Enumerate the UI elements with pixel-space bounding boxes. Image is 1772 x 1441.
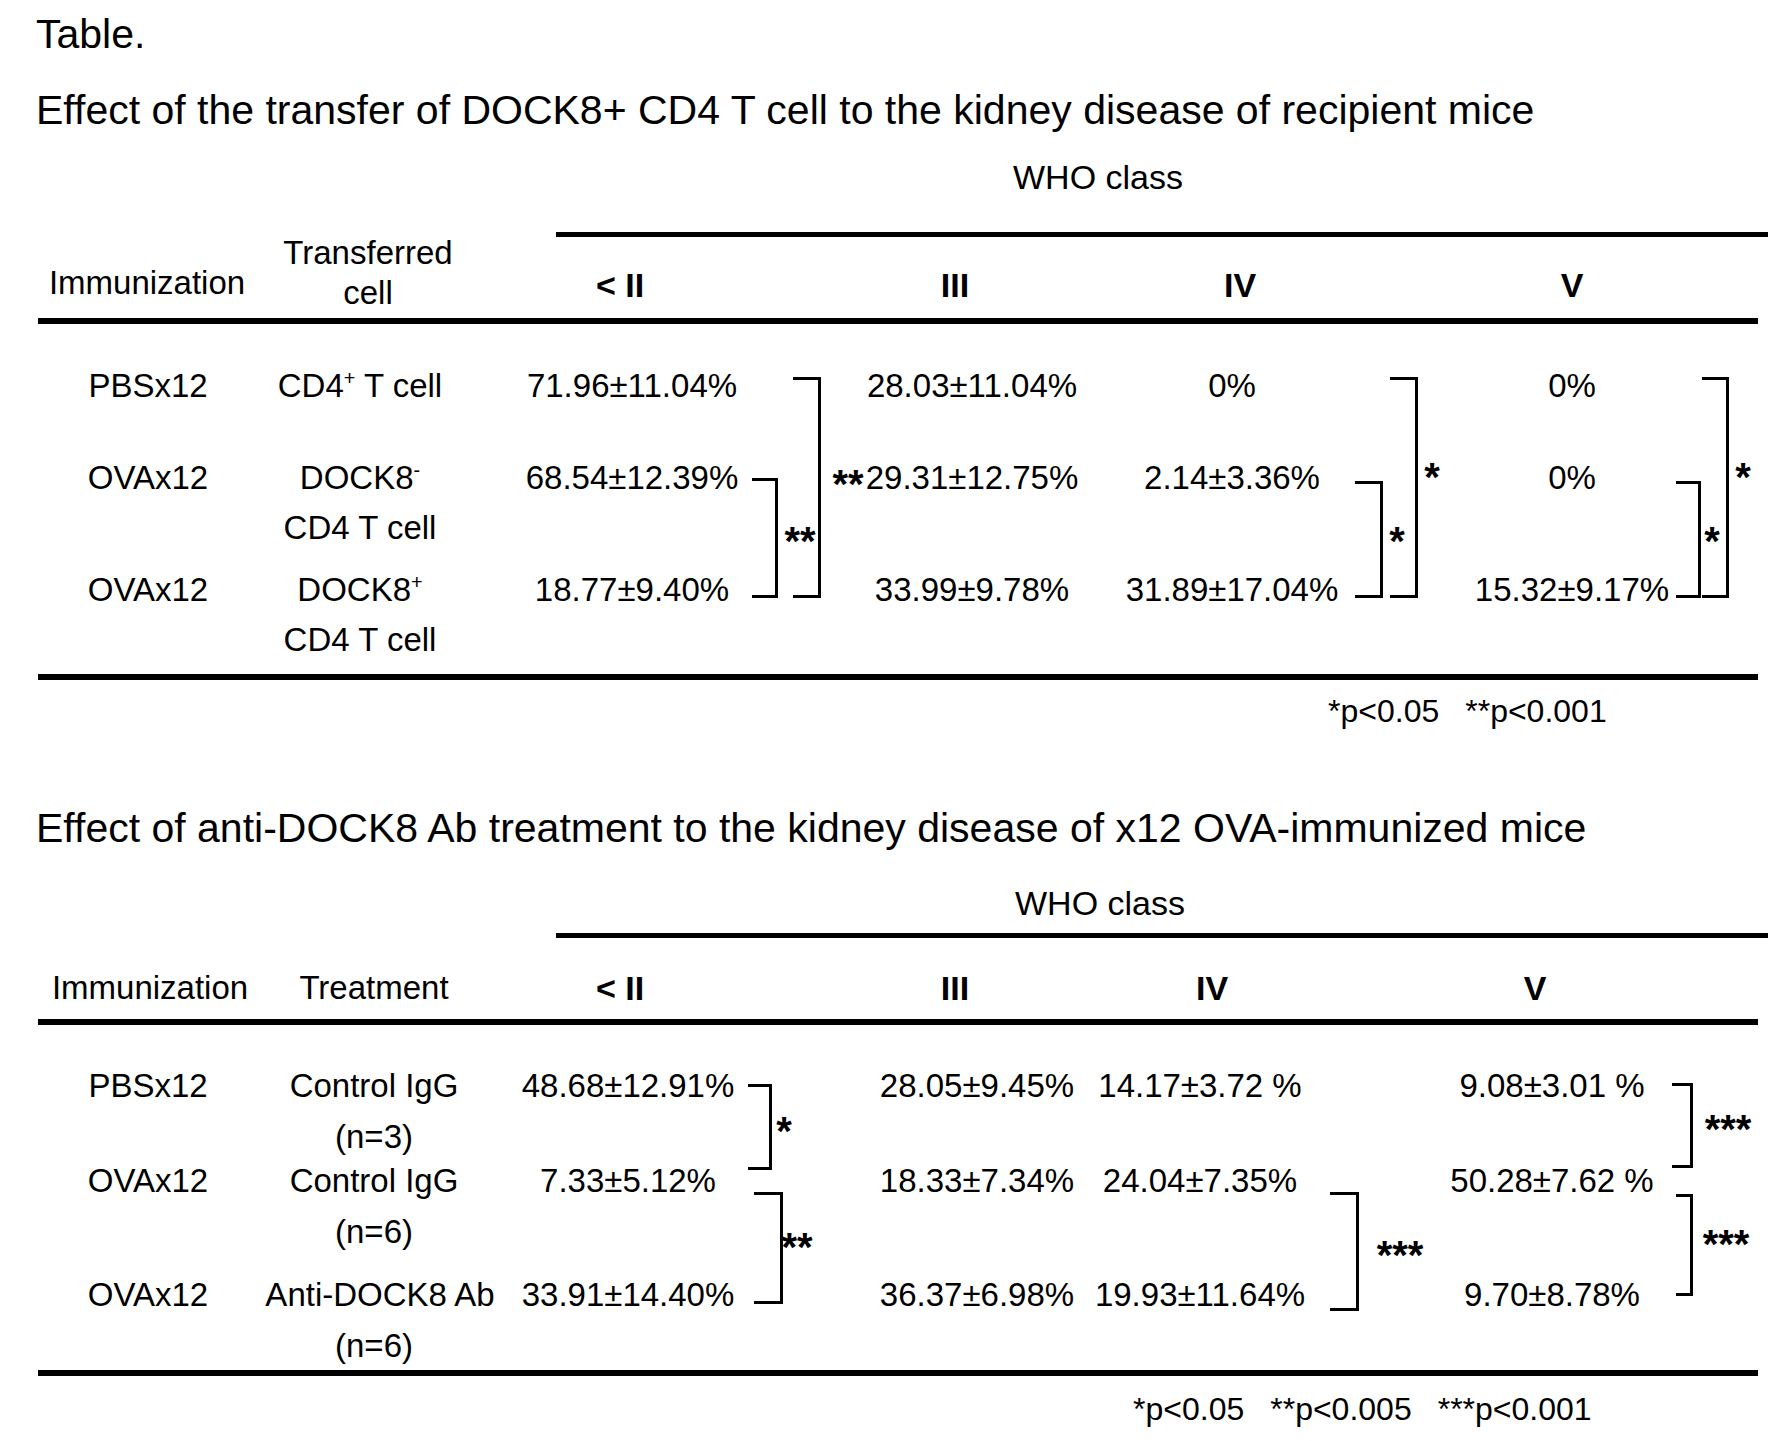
table1-who-span-rule — [556, 232, 1768, 237]
cell-value: 0% — [1208, 366, 1256, 406]
row-label-treatment-n: (n=3) — [335, 1117, 413, 1157]
column-header-class-iv: IV — [1224, 265, 1256, 306]
table2-title: Effect of anti-DOCK8 Ab treatment to the… — [36, 804, 1586, 853]
cell-value: 48.68±12.91% — [522, 1066, 735, 1106]
significance-bracket — [1355, 481, 1383, 598]
cell-value: 71.96±11.04% — [527, 366, 737, 406]
cell-value: 18.33±7.34% — [880, 1161, 1074, 1201]
significance-label: ** — [832, 464, 863, 504]
page-label: Table. — [36, 10, 145, 59]
figure-canvas: Table. Effect of the transfer of DOCK8+ … — [0, 0, 1772, 1441]
table2-bottom-rule — [38, 1370, 1758, 1376]
significance-label: *** — [1703, 1224, 1750, 1264]
column-header-class-iii: III — [941, 265, 969, 306]
column-header-transferred-cell-line1: Transferred — [283, 233, 452, 273]
row-label-treatment: Control IgG — [290, 1066, 459, 1106]
cell-value: 36.37±6.98% — [880, 1275, 1074, 1315]
column-header-treatment: Treatment — [299, 968, 448, 1008]
footnote-part: *p<0.05 — [1133, 1391, 1244, 1427]
significance-label: * — [1704, 521, 1720, 561]
cell-value: 33.91±14.40% — [522, 1275, 735, 1315]
significance-bracket — [1390, 377, 1418, 598]
column-header-class-v: V — [1561, 265, 1584, 306]
table1-bottom-rule — [38, 674, 1758, 680]
significance-label: * — [776, 1111, 792, 1151]
column-header-immunization: Immunization — [52, 968, 248, 1008]
cell-value: 9.70±8.78% — [1464, 1275, 1640, 1315]
row-label-treatment-n: (n=6) — [335, 1326, 413, 1366]
cell-value: 19.93±11.64% — [1095, 1275, 1305, 1315]
table2-header-rule — [38, 1019, 1758, 1025]
column-header-class-lt2: < II — [596, 265, 644, 306]
cell-value: 2.14±3.36% — [1144, 458, 1320, 498]
cell-value: 28.05±9.45% — [880, 1066, 1074, 1106]
significance-label: *** — [1705, 1109, 1752, 1149]
table1-header-rule — [38, 318, 1758, 324]
superscript-sign: + — [344, 367, 356, 389]
row-label-immunization: OVAx12 — [88, 1275, 208, 1315]
row-label-transferred-cell: DOCK8- — [300, 458, 420, 498]
significance-label: ** — [781, 1227, 812, 1267]
row-label-treatment-n: (n=6) — [335, 1212, 413, 1252]
row-label-immunization: OVAx12 — [88, 570, 208, 610]
significance-label: * — [1735, 457, 1751, 497]
cell-value: 7.33±5.12% — [540, 1161, 716, 1201]
column-header-immunization: Immunization — [49, 263, 245, 303]
cell-value: 29.31±12.75% — [866, 458, 1079, 498]
significance-label: * — [1389, 521, 1405, 561]
cell-value: 14.17±3.72 % — [1098, 1066, 1301, 1106]
footnote-part: *p<0.05 — [1328, 693, 1439, 729]
cell-value: 31.89±17.04% — [1126, 570, 1339, 610]
column-header-class-iii: III — [941, 968, 969, 1009]
row-label-transferred-cell-line2: CD4 T cell — [284, 508, 437, 548]
row-label-transferred-cell-line2: CD4 T cell — [284, 620, 437, 660]
significance-bracket — [752, 478, 778, 598]
cell-value: 0% — [1548, 366, 1596, 406]
significance-bracket — [748, 1084, 772, 1170]
row-label-transferred-cell: DOCK8+ — [297, 570, 422, 610]
footnote-part: ***p<0.001 — [1438, 1391, 1592, 1427]
cell-value: 68.54±12.39% — [526, 458, 739, 498]
column-header-class-iv: IV — [1196, 968, 1228, 1009]
cell-value: 9.08±3.01 % — [1459, 1066, 1644, 1106]
significance-bracket — [754, 1192, 783, 1304]
cell-value: 15.32±9.17% — [1475, 570, 1669, 610]
cell-value: 28.03±11.04% — [867, 366, 1077, 406]
significance-bracket — [1672, 1083, 1693, 1168]
significance-bracket — [1330, 1192, 1359, 1311]
significance-bracket — [793, 377, 821, 598]
column-header-transferred-cell-line2: cell — [343, 273, 393, 313]
significance-label: * — [1424, 457, 1440, 497]
significance-bracket — [1702, 377, 1729, 598]
column-header-class-lt2: < II — [596, 968, 644, 1009]
table2-who-class-label: WHO class — [1015, 883, 1185, 924]
table1-who-class-label: WHO class — [1013, 157, 1183, 198]
column-header-class-v: V — [1524, 968, 1547, 1009]
row-label-immunization: OVAx12 — [88, 458, 208, 498]
row-label-treatment: Anti-DOCK8 Ab — [265, 1275, 494, 1315]
cell-value: 0% — [1548, 458, 1596, 498]
cell-value: 50.28±7.62 % — [1450, 1161, 1653, 1201]
cell-value: 18.77±9.40% — [535, 570, 729, 610]
footnote: *p<0.05 **p<0.001 — [1328, 692, 1607, 730]
footnote-part: **p<0.005 — [1270, 1391, 1411, 1427]
row-label-transferred-cell: CD4+ T cell — [278, 366, 442, 406]
significance-label: *** — [1377, 1235, 1424, 1275]
row-label-immunization: PBSx12 — [88, 366, 207, 406]
significance-label: ** — [784, 521, 815, 561]
table1-title: Effect of the transfer of DOCK8+ CD4 T c… — [36, 86, 1534, 135]
table2-who-span-rule — [556, 933, 1768, 938]
significance-bracket — [1676, 481, 1701, 598]
superscript-sign: - — [414, 459, 421, 481]
row-label-immunization: OVAx12 — [88, 1161, 208, 1201]
cell-value: 24.04±7.35% — [1103, 1161, 1297, 1201]
superscript-sign: + — [411, 571, 423, 593]
cell-value: 33.99±9.78% — [875, 570, 1069, 610]
significance-bracket — [1676, 1194, 1693, 1296]
row-label-treatment: Control IgG — [290, 1161, 459, 1201]
footnote: *p<0.05 **p<0.005 ***p<0.001 — [1133, 1390, 1592, 1428]
row-label-immunization: PBSx12 — [88, 1066, 207, 1106]
footnote-part: **p<0.001 — [1465, 693, 1606, 729]
